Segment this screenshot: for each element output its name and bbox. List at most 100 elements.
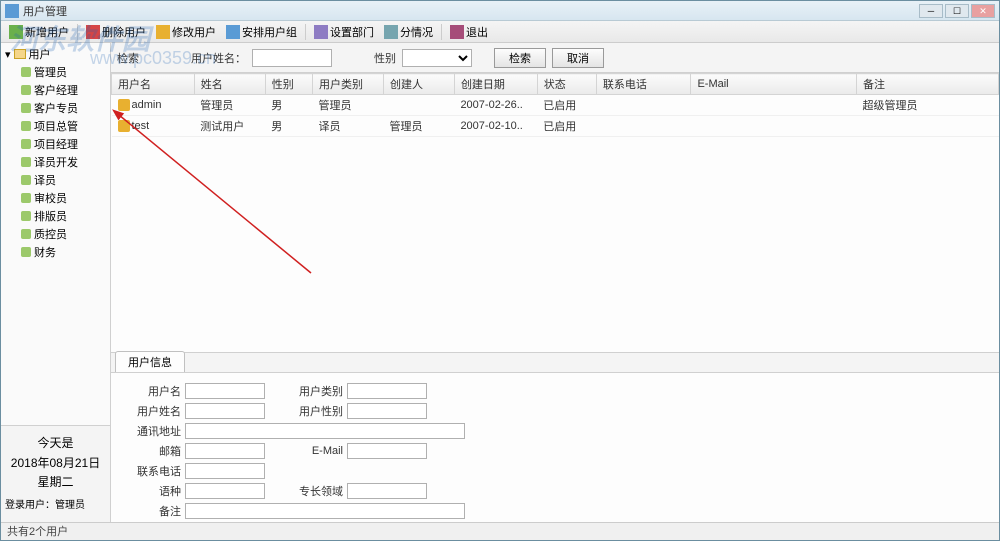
main: 检索 用户姓名： 性别 检索 取消 用户名姓名性别用户类别创建人创建日期状态联系…: [111, 43, 999, 522]
tb-set-dept[interactable]: 设置部门: [310, 23, 378, 41]
tree-children: 管理员客户经理客户专员项目总管项目经理译员开发译员审校员排版员质控员财务: [3, 63, 108, 261]
lbl-email-l: 邮箱: [131, 443, 181, 459]
tree-item[interactable]: 译员开发: [19, 153, 108, 171]
col-header[interactable]: 联系电话: [596, 74, 691, 95]
lbl-gender: 用户性别: [293, 403, 343, 419]
status-icon: [384, 25, 398, 39]
fld-field[interactable]: [347, 483, 427, 499]
sidebar: ▾ 用户 管理员客户经理客户专员项目总管项目经理译员开发译员审校员排版员质控员财…: [1, 43, 111, 522]
role-icon: [21, 175, 31, 185]
window-buttons: ─ ☐ ✕: [919, 4, 995, 18]
lbl-remark: 备注: [131, 503, 181, 519]
tree-root[interactable]: ▾ 用户: [3, 45, 108, 63]
tb-sep: [77, 24, 78, 40]
fld-lang[interactable]: [185, 483, 265, 499]
fld-realname[interactable]: [185, 403, 265, 419]
col-header[interactable]: 姓名: [194, 74, 265, 95]
group-icon: [226, 25, 240, 39]
role-icon: [21, 139, 31, 149]
fld-email-r[interactable]: [347, 443, 427, 459]
folder-icon: [14, 49, 26, 59]
tb-status[interactable]: 分情况: [380, 23, 437, 41]
titlebar: 用户管理 ─ ☐ ✕: [1, 1, 999, 21]
role-icon: [21, 229, 31, 239]
table-row[interactable]: test测试用户男译员管理员2007-02-10..已启用: [112, 116, 999, 137]
fld-email-l[interactable]: [185, 443, 265, 459]
table-row[interactable]: admin管理员男管理员2007-02-26..已启用超级管理员: [112, 95, 999, 116]
window-title: 用户管理: [23, 3, 919, 19]
date-panel: 今天是 2018年08月21日 星期二 登录用户：管理员: [1, 425, 110, 522]
tb-edit-user[interactable]: 修改用户: [152, 23, 220, 41]
tree-item[interactable]: 管理员: [19, 63, 108, 81]
close-button[interactable]: ✕: [971, 4, 995, 18]
exit-icon: [450, 25, 464, 39]
lbl-phone: 联系电话: [131, 463, 181, 479]
dept-icon: [314, 25, 328, 39]
tb-add-user[interactable]: 新增用户: [5, 23, 73, 41]
role-icon: [21, 67, 31, 77]
tree-item[interactable]: 客户经理: [19, 81, 108, 99]
lbl-email-r: E-Mail: [293, 445, 343, 457]
tb-exit[interactable]: 退出: [446, 23, 492, 41]
col-header[interactable]: 创建日期: [454, 74, 537, 95]
maximize-button[interactable]: ☐: [945, 4, 969, 18]
add-user-icon: [9, 25, 23, 39]
role-icon: [21, 85, 31, 95]
role-icon: [21, 157, 31, 167]
statusbar: 共有2个用户: [1, 522, 999, 540]
tree-item[interactable]: 排版员: [19, 207, 108, 225]
role-icon: [21, 247, 31, 257]
tabs: 用户信息: [111, 352, 999, 372]
tree-item[interactable]: 项目总管: [19, 117, 108, 135]
search-button[interactable]: 检索: [494, 48, 546, 68]
lbl-username: 用户名: [131, 383, 181, 399]
col-header[interactable]: E-Mail: [691, 74, 857, 95]
tree-item[interactable]: 译员: [19, 171, 108, 189]
user-icon: [118, 99, 130, 111]
role-tree: ▾ 用户 管理员客户经理客户专员项目总管项目经理译员开发译员审校员排版员质控员财…: [1, 43, 110, 425]
tree-item[interactable]: 财务: [19, 243, 108, 261]
searchbar: 检索 用户姓名： 性别 检索 取消: [111, 43, 999, 73]
tab-userinfo[interactable]: 用户信息: [115, 351, 185, 372]
tree-item[interactable]: 客户专员: [19, 99, 108, 117]
col-header[interactable]: 性别: [265, 74, 312, 95]
app-icon: [5, 4, 19, 18]
gender-select[interactable]: [402, 49, 472, 67]
tree-item[interactable]: 项目经理: [19, 135, 108, 153]
lbl-realname: 用户姓名: [131, 403, 181, 419]
fld-remark[interactable]: [185, 503, 465, 519]
collapse-icon: ▾: [5, 48, 11, 61]
fld-address[interactable]: [185, 423, 465, 439]
fld-usertype[interactable]: [347, 383, 427, 399]
cancel-button[interactable]: 取消: [552, 48, 604, 68]
username-input[interactable]: [252, 49, 332, 67]
user-icon: [118, 120, 130, 132]
fld-username[interactable]: [185, 383, 265, 399]
lbl-address: 通讯地址: [131, 423, 181, 439]
app-window: 用户管理 ─ ☐ ✕ 新增用户 删除用户 修改用户 安排用户组 设置部门 分情况…: [0, 0, 1000, 541]
lbl-lang: 语种: [131, 483, 181, 499]
fld-gender[interactable]: [347, 403, 427, 419]
col-header[interactable]: 状态: [537, 74, 596, 95]
lbl-field: 专长领域: [293, 483, 343, 499]
form-panel: 用户名 用户类别 用户姓名 用户性别 通讯地址 邮箱 E-Mail: [111, 372, 999, 522]
user-grid[interactable]: 用户名姓名性别用户类别创建人创建日期状态联系电话E-Mail备注 admin管理…: [111, 73, 999, 137]
tb-sep: [441, 24, 442, 40]
col-header[interactable]: 备注: [857, 74, 999, 95]
col-header[interactable]: 用户类别: [313, 74, 384, 95]
tree-item[interactable]: 审校员: [19, 189, 108, 207]
body: ▾ 用户 管理员客户经理客户专员项目总管项目经理译员开发译员审校员排版员质控员财…: [1, 43, 999, 522]
toolbar: 新增用户 删除用户 修改用户 安排用户组 设置部门 分情况 退出: [1, 21, 999, 43]
tb-delete-user[interactable]: 删除用户: [82, 23, 150, 41]
role-icon: [21, 121, 31, 131]
col-header[interactable]: 用户名: [112, 74, 195, 95]
today-week: 星期二: [5, 473, 106, 492]
tb-assign-group[interactable]: 安排用户组: [222, 23, 301, 41]
role-icon: [21, 211, 31, 221]
col-header[interactable]: 创建人: [383, 74, 454, 95]
role-icon: [21, 103, 31, 113]
tree-item[interactable]: 质控员: [19, 225, 108, 243]
fld-phone[interactable]: [185, 463, 265, 479]
tb-sep: [305, 24, 306, 40]
minimize-button[interactable]: ─: [919, 4, 943, 18]
